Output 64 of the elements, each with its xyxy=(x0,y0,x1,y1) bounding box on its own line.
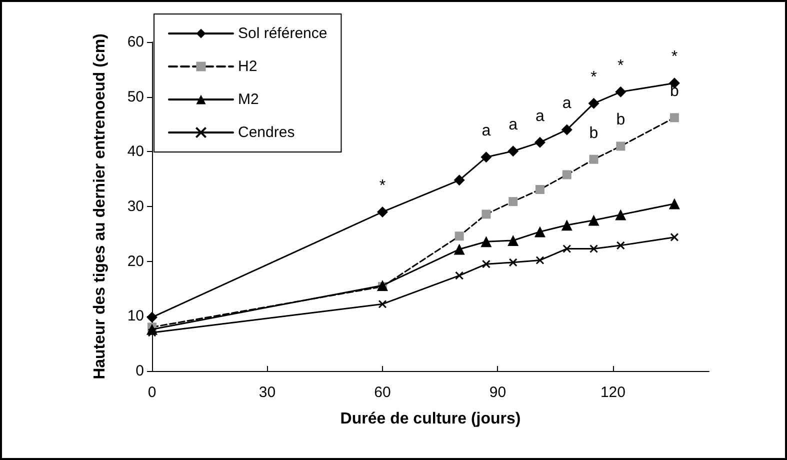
point xyxy=(668,198,680,210)
x-tick-label: 60 xyxy=(374,384,391,401)
point xyxy=(589,154,598,164)
legend-label: H2 xyxy=(238,58,258,75)
annotation: a xyxy=(562,95,572,112)
point xyxy=(508,146,519,157)
point xyxy=(146,312,158,323)
legend-label: Cendres xyxy=(238,124,295,141)
annotation: a xyxy=(536,108,545,125)
point xyxy=(376,206,388,218)
annotation: * xyxy=(671,48,678,66)
point xyxy=(455,271,464,280)
x-tick-label: 120 xyxy=(600,384,626,401)
point xyxy=(480,236,492,248)
point xyxy=(562,170,572,180)
point xyxy=(508,258,518,267)
point xyxy=(590,244,598,253)
y-tick-label: 40 xyxy=(127,143,144,160)
point xyxy=(454,232,464,241)
point xyxy=(482,260,490,268)
point xyxy=(148,328,156,337)
y-tick-label: 20 xyxy=(127,252,144,270)
point xyxy=(535,185,544,194)
x-tick-label: 90 xyxy=(489,384,506,401)
annotation: a xyxy=(482,122,491,140)
y-tick-label: 30 xyxy=(127,198,144,215)
point xyxy=(561,220,572,231)
point xyxy=(534,226,546,238)
point xyxy=(378,300,387,308)
point xyxy=(670,232,679,242)
point xyxy=(376,280,388,291)
point xyxy=(508,197,518,206)
y-tick-label: 60 xyxy=(127,34,144,50)
x-tick-label: 0 xyxy=(148,384,156,401)
point xyxy=(454,174,465,186)
x-axis-title: Durée de culture (jours) xyxy=(340,410,521,428)
point xyxy=(562,244,572,253)
y-tick-label: 0 xyxy=(136,362,144,380)
legend-label: Sol référence xyxy=(238,25,328,42)
point xyxy=(536,256,544,264)
y-axis-title: Hauteur des tiges au dernier entrenoeud (cm) xyxy=(92,34,108,380)
point xyxy=(534,136,546,148)
point xyxy=(482,210,491,219)
annotation: b xyxy=(616,112,626,129)
point xyxy=(480,152,492,163)
y-tick-label: 50 xyxy=(127,88,144,106)
point xyxy=(670,113,679,122)
point xyxy=(615,86,626,98)
point xyxy=(616,241,625,250)
legend-label: M2 xyxy=(238,91,259,108)
point xyxy=(615,209,626,220)
point xyxy=(588,214,600,226)
point xyxy=(561,124,572,136)
point xyxy=(508,234,519,246)
annotation: * xyxy=(618,57,624,74)
annotation: * xyxy=(590,68,597,86)
point xyxy=(588,98,600,109)
annotation: b xyxy=(589,124,598,142)
annotation: a xyxy=(508,116,518,134)
x-tick-label: 30 xyxy=(258,384,276,401)
point xyxy=(616,142,626,151)
annotation: * xyxy=(379,177,386,194)
point xyxy=(454,244,465,255)
y-tick-label: 10 xyxy=(127,308,144,325)
